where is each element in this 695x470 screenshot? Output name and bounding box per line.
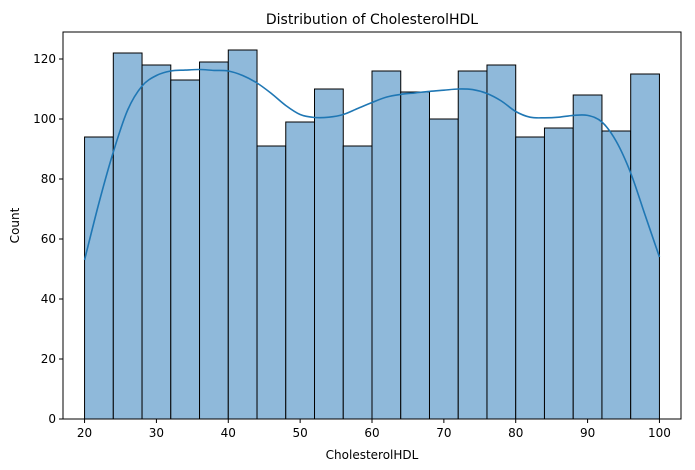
y-axis-ticks: 0 20 40 60 80 100 120 [33, 52, 63, 426]
histogram-bar [84, 136, 114, 420]
histogram-bar [543, 127, 574, 420]
x-tick-label: 70 [436, 426, 451, 440]
x-axis-label: CholesterolHDL [326, 448, 419, 462]
histogram-bar [601, 130, 632, 420]
kde-curve [83, 68, 661, 261]
x-tick-label: 30 [149, 426, 164, 440]
x-tick-label: 60 [364, 426, 379, 440]
histogram-bar [371, 70, 402, 420]
histogram-bar [314, 88, 344, 420]
x-tick-label: 40 [221, 426, 236, 440]
histogram-bar [400, 91, 430, 420]
histogram-bar [630, 73, 660, 420]
histogram-bar [428, 118, 459, 420]
histogram-bar [457, 70, 488, 420]
y-tick-label: 60 [41, 232, 56, 246]
histogram-bar [227, 49, 258, 420]
histogram-bar [170, 79, 201, 420]
histogram-bar [141, 64, 172, 420]
y-tick-label: 120 [33, 52, 56, 66]
x-axis-ticks: 20 30 40 50 60 70 80 90 100 [77, 419, 671, 440]
bars-group [84, 49, 660, 420]
histogram-bar [112, 52, 143, 420]
x-tick-label: 50 [292, 426, 307, 440]
histogram-bar [342, 145, 373, 420]
y-tick-label: 40 [41, 292, 56, 306]
histogram-bar [572, 94, 603, 420]
y-tick-label: 20 [41, 352, 56, 366]
histogram-bar [199, 61, 229, 420]
y-tick-label: 100 [33, 112, 56, 126]
histogram-bar [256, 145, 287, 420]
x-tick-label: 80 [508, 426, 523, 440]
y-axis-label: Count [8, 207, 22, 243]
histogram-bar [486, 64, 517, 420]
y-tick-label: 0 [48, 412, 56, 426]
x-tick-label: 100 [648, 426, 671, 440]
x-tick-label: 20 [77, 426, 92, 440]
histogram-bar [285, 121, 316, 420]
histogram-bar [515, 136, 545, 420]
x-tick-label: 90 [580, 426, 595, 440]
y-tick-label: 80 [41, 172, 56, 186]
chart-title: Distribution of CholesterolHDL [266, 12, 478, 28]
